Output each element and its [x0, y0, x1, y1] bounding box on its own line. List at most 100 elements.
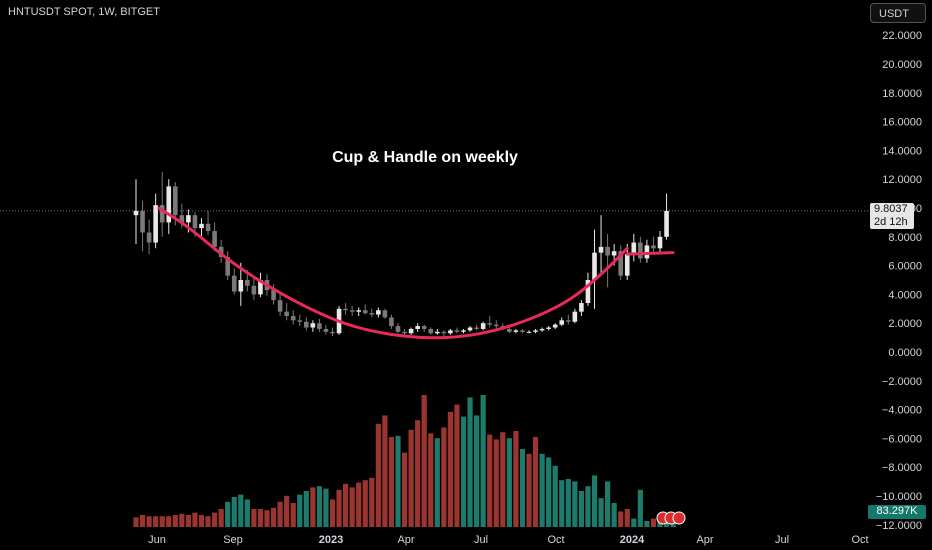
y-tick-label: −12.0000 — [876, 520, 922, 532]
volume-bar — [480, 395, 486, 527]
volume-bar — [559, 480, 565, 527]
candle-body — [467, 327, 473, 331]
volume-bar — [205, 516, 211, 527]
volume-bar — [277, 501, 283, 527]
candle — [559, 317, 565, 327]
volume-bar — [401, 452, 408, 527]
candle-body — [133, 210, 139, 216]
y-tick-label: 0.0000 — [888, 347, 922, 359]
volume-bar — [369, 477, 375, 527]
candle-body — [212, 231, 217, 247]
candle — [389, 314, 394, 329]
candle-body — [323, 328, 329, 332]
currency-button[interactable]: USDT — [870, 3, 926, 23]
volume-bar — [212, 512, 218, 527]
candle — [395, 323, 401, 334]
candle-body — [474, 327, 479, 329]
candle — [552, 323, 558, 329]
x-tick-label: Jun — [148, 534, 166, 546]
candle — [362, 304, 368, 315]
volume-bar — [343, 483, 349, 527]
volume-bar — [153, 516, 159, 527]
volume-bar — [382, 415, 388, 527]
candle-body — [277, 300, 283, 312]
candle-body — [651, 245, 656, 249]
volume-bar — [513, 431, 519, 527]
candle-body — [245, 280, 250, 286]
candle — [356, 307, 361, 316]
candle — [317, 318, 322, 332]
volume-bar — [460, 416, 467, 527]
candle — [408, 327, 414, 335]
volume-bar — [631, 518, 637, 527]
y-tick-label: −10.0000 — [876, 491, 922, 503]
candle-body — [290, 316, 296, 321]
candle-body — [304, 321, 309, 328]
volume-bar — [349, 487, 355, 527]
volume-bar — [591, 475, 598, 527]
candle — [330, 327, 335, 337]
candle — [231, 268, 237, 295]
candle-body — [598, 246, 604, 253]
candle — [651, 236, 656, 253]
candle-body — [402, 331, 407, 334]
volume-bars — [133, 395, 676, 527]
volume-bar — [264, 510, 270, 527]
candle-body — [539, 328, 545, 331]
candle-body — [454, 330, 460, 332]
candle-body — [310, 323, 316, 328]
volume-bar — [323, 488, 329, 527]
candle — [664, 193, 669, 240]
candle — [225, 251, 230, 280]
candle — [140, 200, 145, 252]
volume-bar — [185, 515, 191, 527]
candle-body — [480, 323, 486, 329]
candle-body — [552, 324, 558, 328]
flag-icon[interactable] — [672, 511, 686, 525]
volume-bar — [657, 521, 663, 527]
candle — [539, 327, 545, 332]
candle-body — [408, 328, 414, 334]
candle — [533, 328, 538, 334]
last-price-tag: 9.8037 2d 12h — [870, 203, 914, 229]
candle-body — [487, 323, 492, 325]
volume-bar — [572, 481, 578, 527]
candle-body — [317, 323, 322, 329]
last-price-value: 9.8037 — [874, 203, 908, 215]
volume-bar — [297, 494, 303, 527]
candle-body — [448, 330, 453, 334]
cup-line — [157, 206, 629, 340]
candle-body — [592, 252, 597, 280]
y-tick-label: 16.0000 — [882, 117, 922, 129]
candle-body — [559, 320, 565, 325]
volume-bar — [585, 486, 591, 527]
candle — [461, 328, 466, 334]
candle-body — [611, 251, 617, 256]
candle — [343, 303, 348, 315]
volume-bar — [565, 479, 571, 527]
volume-bar — [415, 420, 421, 527]
candle-body — [362, 310, 368, 314]
handle-line — [625, 251, 675, 256]
volume-bar — [624, 509, 630, 527]
candle-body — [415, 326, 420, 329]
candle — [205, 210, 211, 236]
candle-body — [507, 328, 512, 332]
volume-bar — [198, 515, 205, 527]
event-icons[interactable] — [655, 511, 695, 525]
volume-bar — [637, 489, 643, 527]
price-axis: 22.0000 20.0000 18.0000 16.0000 14.0000 12.00… — [876, 30, 922, 532]
candle — [644, 239, 650, 263]
candle-body — [179, 215, 185, 223]
candle-body — [330, 331, 335, 334]
x-tick-label: Sep — [223, 534, 243, 546]
candle-body — [664, 210, 669, 237]
volume-bar — [336, 489, 342, 527]
volume-bar — [225, 501, 231, 527]
candle — [146, 219, 152, 255]
x-tick-label: Oct — [851, 534, 868, 546]
volume-bar — [454, 404, 460, 527]
volume-bar — [650, 518, 657, 527]
candle — [572, 308, 578, 324]
